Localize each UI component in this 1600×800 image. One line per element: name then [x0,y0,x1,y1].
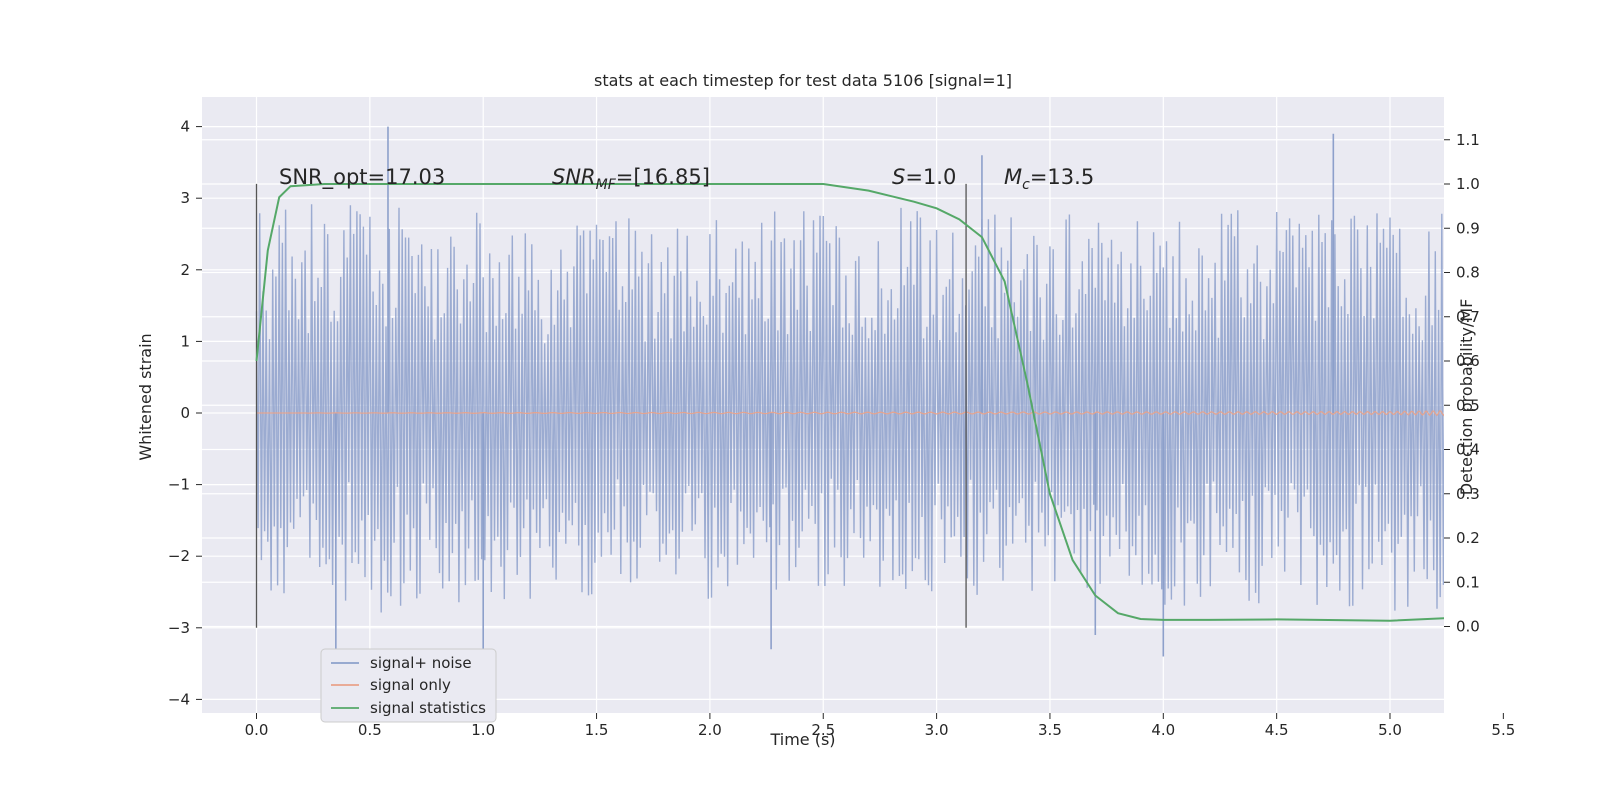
annotation-s-symbol: S [892,165,905,189]
right-tick-label: 1.1 [1456,131,1480,149]
annotation-s-value: =1.0 [905,165,956,189]
x-tick-label: 1.0 [471,721,495,739]
x-tick-label: 5.0 [1378,721,1402,739]
x-axis-label: Time (s) [769,730,835,749]
right-tick-label: 1.0 [1456,175,1480,193]
x-tick-label: 5.5 [1491,721,1515,739]
annotation-snr-mf-sub: MF [596,177,617,193]
x-tick-label: 2.5 [811,721,835,739]
right-tick-label: 0.5 [1456,396,1480,414]
annotation-snr-mf-value: =[16.85] [616,165,710,189]
right-tick-label: 0.1 [1456,573,1480,591]
annotation-mc-sub: c [1022,177,1030,193]
x-tick-label: 3.5 [1038,721,1062,739]
annotation-s: S=1.0 [892,165,956,189]
right-tick-label: 0.3 [1456,485,1480,503]
left-tick-label: −3 [168,619,190,637]
left-axis-ticks: 4 3 2 1 0 −1 −2 −3 −4 [168,118,202,708]
legend-label-signal-noise: signal+ noise [370,654,472,672]
annotation-mc: Mc=13.5 [1004,165,1094,193]
left-tick-label: −2 [168,547,190,565]
signal-statistics-series [255,183,1444,622]
annotation-snr-opt: SNR_opt=17.03 [279,165,445,190]
left-tick-label: 2 [180,261,190,279]
x-axis-ticks: 0.00.51.01.52.02.53.03.54.04.55.05.56.06… [245,713,1515,739]
vertical-markers [255,183,967,628]
left-tick-label: 0 [180,404,190,422]
right-tick-label: 0.2 [1456,529,1480,547]
signal-noise-series [255,126,1444,686]
signal-only-series [256,410,1444,417]
left-tick-label: −1 [168,476,190,494]
legend-label-signal-statistics: signal statistics [370,699,486,717]
left-tick-label: −4 [168,690,190,708]
x-tick-label: 1.5 [585,721,609,739]
right-axis-ticks: 1.1 1.0 0.9 0.8 0.7 0.6 0.5 0.4 0.3 0.2 0.1 0.0 [1444,131,1480,636]
x-tick-label: 3.0 [925,721,949,739]
left-tick-label: 3 [180,189,190,207]
x-tick-label: 0.0 [245,721,269,739]
right-tick-label: 0.4 [1456,441,1480,459]
x-tick-label: 4.0 [1151,721,1175,739]
left-tick-label: 1 [180,332,190,350]
annotation-mc-symbol: M [1004,165,1022,189]
right-tick-label: 0.9 [1456,219,1480,237]
legend-label-signal-only: signal only [370,676,451,694]
right-axis-label: Detection probability/MF [1457,299,1476,496]
chart-title: stats at each timestep for test data 510… [594,71,1012,90]
left-tick-label: 4 [180,118,190,136]
right-tick-label: 0.8 [1456,264,1480,282]
x-tick-label: 2.0 [698,721,722,739]
annotation-mc-value: =13.5 [1030,165,1094,189]
signal-noise-line [255,204,1444,613]
annotation-snr-mf: SNRMF=[16.85] [552,165,710,193]
x-tick-label: 4.5 [1265,721,1289,739]
legend: signal+ noise signal only signal statist… [320,648,497,723]
signal-statistics-line [255,183,1444,622]
right-tick-label: 0.7 [1456,308,1480,326]
left-axis-label: Whitened strain [136,333,155,460]
x-tick-label: 0.5 [358,721,382,739]
signal-only-line [256,410,1444,417]
annotation-snr-mf-symbol: SNR [552,165,596,189]
legend-box [320,648,497,723]
right-tick-label: 0.6 [1456,352,1480,370]
right-tick-label: 0.0 [1456,618,1480,636]
